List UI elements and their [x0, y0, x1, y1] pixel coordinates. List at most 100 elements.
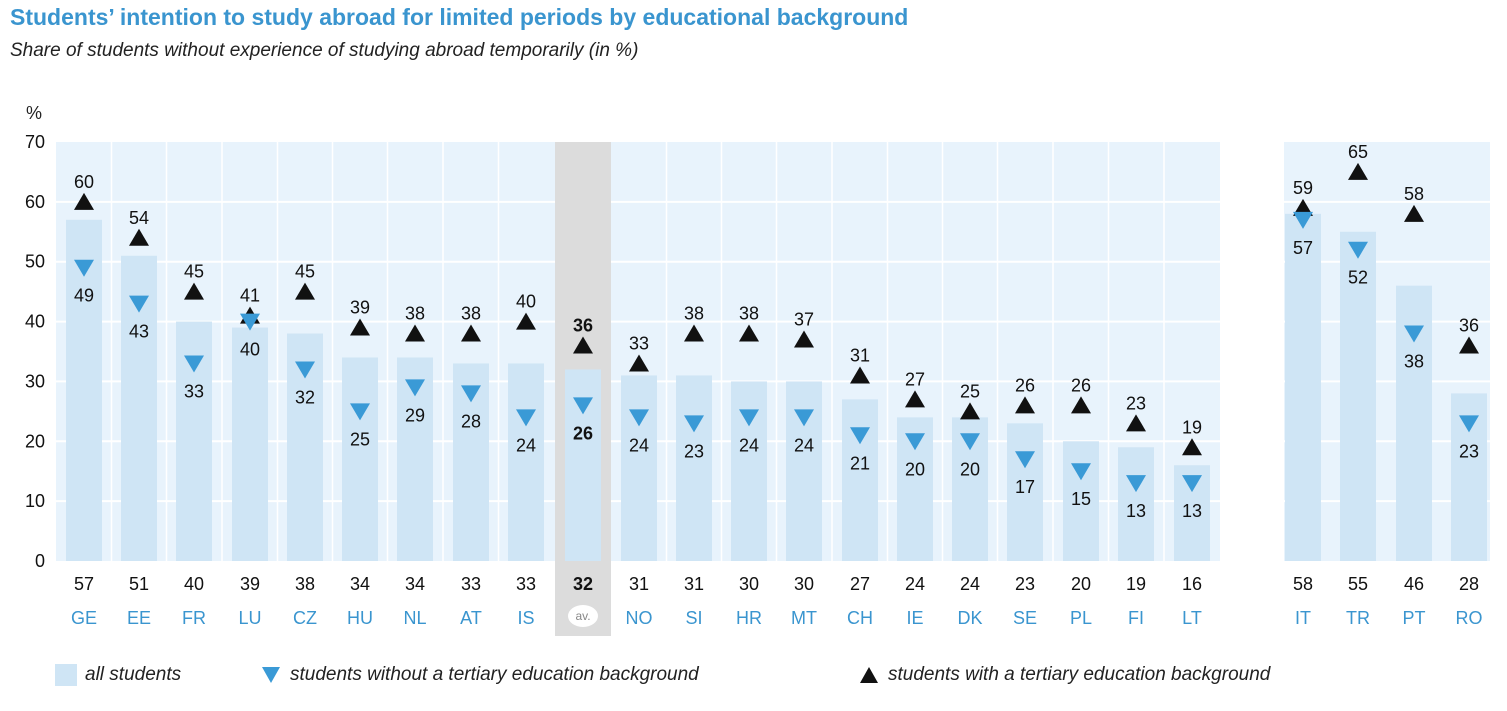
up-value-label: 19 — [1182, 417, 1202, 437]
up-value-label: 45 — [184, 262, 204, 282]
bar-value-label: 34 — [350, 574, 370, 594]
up-value-label: 23 — [1126, 393, 1146, 413]
up-value-label: 36 — [1459, 316, 1479, 336]
up-value-label: 36 — [573, 316, 593, 336]
down-marker — [1071, 463, 1091, 481]
up-value-label: 26 — [1015, 375, 1035, 395]
down-value-label: 25 — [350, 429, 370, 449]
bar — [232, 327, 268, 561]
category-label: CH — [847, 608, 873, 628]
up-marker — [405, 324, 425, 342]
bar-value-label: 30 — [739, 574, 759, 594]
down-marker — [129, 295, 149, 313]
y-tick-label: 70 — [25, 132, 45, 152]
y-tick-label: 20 — [25, 431, 45, 451]
up-value-label: 58 — [1404, 184, 1424, 204]
category-label: NO — [626, 608, 653, 628]
up-value-label: 26 — [1071, 375, 1091, 395]
category-label: GE — [71, 608, 97, 628]
category-label: SI — [685, 608, 702, 628]
up-marker — [960, 402, 980, 420]
bar — [342, 357, 378, 561]
down-value-label: 24 — [739, 435, 759, 455]
up-marker — [74, 192, 94, 210]
bar — [842, 399, 878, 561]
down-marker — [1348, 241, 1368, 259]
down-marker — [184, 355, 204, 373]
bar-value-label: 31 — [684, 574, 704, 594]
down-marker — [405, 379, 425, 397]
up-value-label: 59 — [1293, 178, 1313, 198]
bar-value-label: 38 — [295, 574, 315, 594]
down-value-label: 57 — [1293, 238, 1313, 258]
down-marker — [794, 409, 814, 427]
up-value-label: 45 — [295, 262, 315, 282]
up-value-label: 31 — [850, 345, 870, 365]
up-marker — [573, 336, 593, 354]
category-label: AT — [460, 608, 482, 628]
down-value-label: 38 — [1404, 352, 1424, 372]
up-value-label: 38 — [405, 304, 425, 324]
average-badge — [568, 605, 598, 627]
chart-title: Students’ intention to study abroad for … — [10, 4, 909, 30]
up-marker — [350, 318, 370, 336]
category-label: PT — [1402, 608, 1425, 628]
bar — [1340, 231, 1376, 562]
category-label: RO — [1456, 608, 1483, 628]
down-value-label: 26 — [573, 423, 593, 443]
legend-label-all-students: all students — [85, 664, 182, 685]
up-value-label: 33 — [629, 333, 649, 353]
y-tick-label: 40 — [25, 312, 45, 332]
category-label: IS — [517, 608, 534, 628]
up-marker — [1015, 396, 1035, 414]
down-value-label: 20 — [960, 459, 980, 479]
down-value-label: 17 — [1015, 477, 1035, 497]
up-value-label: 60 — [74, 172, 94, 192]
down-value-label: 20 — [905, 459, 925, 479]
down-value-label: 24 — [794, 435, 814, 455]
up-value-label: 38 — [684, 304, 704, 324]
down-value-label: 43 — [129, 322, 149, 342]
down-value-label: 13 — [1182, 501, 1202, 521]
down-marker — [74, 259, 94, 277]
legend-item-with-tertiary: students with a tertiary education backg… — [858, 660, 1270, 690]
down-marker — [684, 415, 704, 433]
category-label: av. — [575, 609, 590, 623]
bar-value-label: 46 — [1404, 574, 1424, 594]
bar — [1118, 447, 1154, 561]
up-marker — [516, 312, 536, 330]
up-value-label: 41 — [240, 286, 260, 306]
up-marker — [905, 390, 925, 408]
bar-value-label: 58 — [1293, 574, 1313, 594]
group-gap — [1220, 142, 1284, 561]
up-value-label: 38 — [739, 304, 759, 324]
down-value-label: 24 — [516, 435, 536, 455]
category-label: DK — [957, 608, 982, 628]
bar — [1007, 423, 1043, 561]
category-label: CZ — [293, 608, 317, 628]
bar-value-label: 28 — [1459, 574, 1479, 594]
down-value-label: 28 — [461, 411, 481, 431]
down-value-label: 15 — [1071, 489, 1091, 509]
up-marker — [1404, 204, 1424, 222]
down-value-label: 23 — [684, 441, 704, 461]
down-marker — [739, 409, 759, 427]
down-marker — [516, 409, 536, 427]
down-value-label: 49 — [74, 286, 94, 306]
category-label: NL — [403, 608, 426, 628]
category-label: IE — [906, 608, 923, 628]
down-marker — [1182, 475, 1202, 493]
triangle-up-icon — [860, 667, 878, 683]
y-tick-label: 30 — [25, 371, 45, 391]
up-value-label: 27 — [905, 369, 925, 389]
bar-value-label: 20 — [1071, 574, 1091, 594]
bar — [508, 363, 544, 561]
down-marker — [1404, 325, 1424, 343]
up-value-label: 40 — [516, 292, 536, 312]
category-label: IT — [1295, 608, 1311, 628]
down-value-label: 52 — [1348, 268, 1368, 288]
bar-value-label: 27 — [850, 574, 870, 594]
triangle-down-icon — [262, 667, 280, 683]
bar-value-label: 57 — [74, 574, 94, 594]
